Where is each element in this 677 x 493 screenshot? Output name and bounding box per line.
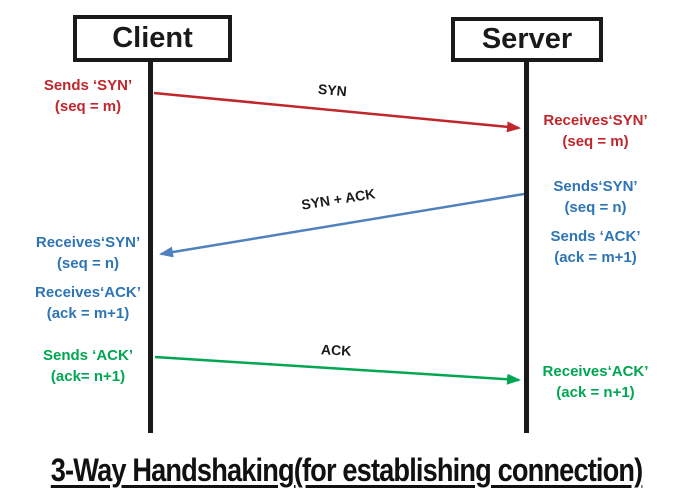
annotation-line: Sends ‘SYN’ xyxy=(43,77,133,94)
annotation-line: (ack = m+1) xyxy=(554,249,637,266)
annotation-line: Sends‘SYN’ xyxy=(553,178,638,195)
annotation-line: Receives‘SYN’ xyxy=(543,112,648,129)
server-label: Server xyxy=(481,23,573,55)
server-sends-ack-annotation: Sends ‘ACK’ (ack = m+1) xyxy=(528,226,663,268)
ack-message-label: ACK xyxy=(320,341,352,359)
client-actor-box: Client xyxy=(73,15,232,62)
annotation-line: (seq = n) xyxy=(564,199,627,216)
ack-arrow xyxy=(154,355,521,385)
client-label: Client xyxy=(112,22,193,54)
server-sends-syn-annotation: Sends‘SYN’ (seq = n) xyxy=(528,176,663,218)
client-sends-syn-annotation: Sends ‘SYN’ (seq = m) xyxy=(17,75,159,117)
annotation-line: (ack = n+1) xyxy=(556,384,635,401)
annotation-line: Receives‘SYN’ xyxy=(35,234,141,251)
annotation-line: (ack= n+1) xyxy=(50,368,126,385)
client-receives-syn-annotation: Receives‘SYN’ (seq = n) xyxy=(17,232,159,274)
server-lifeline xyxy=(524,61,529,433)
server-receives-ack-annotation: Receives‘ACK’ (ack = n+1) xyxy=(528,361,663,403)
client-receives-ack-annotation: Receives‘ACK’ (ack = m+1) xyxy=(17,282,159,324)
diagram-title: 3-Way Handshaking(for establishing conne… xyxy=(50,452,643,488)
syn-message-label: SYN xyxy=(317,80,348,100)
annotation-line: Receives‘ACK’ xyxy=(542,363,649,380)
syn-ack-message-label: SYN + ACK xyxy=(300,185,377,213)
client-sends-ack-annotation: Sends ‘ACK’ (ack= n+1) xyxy=(17,345,159,387)
annotation-line: (ack = m+1) xyxy=(46,305,130,322)
client-lifeline xyxy=(148,61,153,433)
annotation-line: Sends ‘ACK’ xyxy=(550,228,641,245)
annotation-line: Sends ‘ACK’ xyxy=(42,347,133,364)
annotation-line: (seq = m) xyxy=(562,133,629,150)
server-receives-syn-annotation: Receives‘SYN’ (seq = m) xyxy=(528,110,663,152)
annotation-line: (seq = n) xyxy=(56,255,120,272)
server-actor-box: Server xyxy=(451,17,603,62)
annotation-line: (seq = m) xyxy=(54,98,122,115)
annotation-line: Receives‘ACK’ xyxy=(35,284,141,301)
